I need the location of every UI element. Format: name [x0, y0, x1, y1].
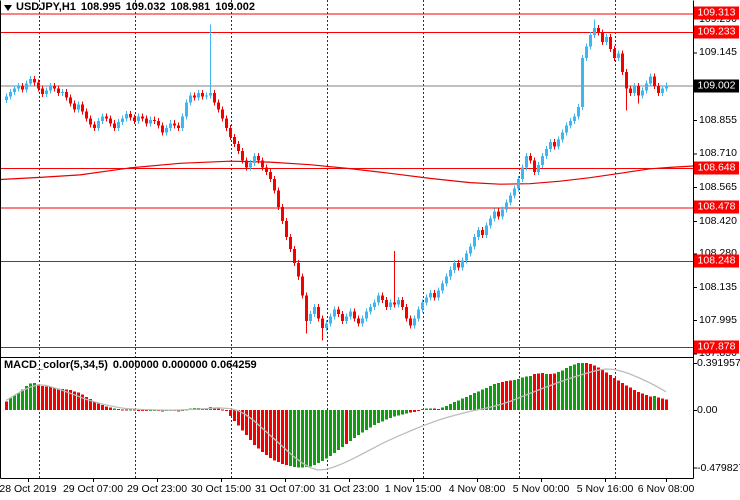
moving-average-line: [0, 160, 694, 185]
time-axis-label: 28 Oct 2019: [0, 483, 57, 495]
time-axis-label: 1 Nov 15:00: [384, 483, 442, 495]
price-tick-label: 108.855: [699, 113, 737, 126]
price-level-badge: 108.478: [694, 200, 739, 214]
time-axis-label: 4 Nov 08:00: [448, 483, 506, 495]
ohlc-open: 108.995: [80, 1, 121, 13]
indicator-values: 0.000000 0.000000 0.064259: [112, 359, 257, 371]
time-axis-label: 31 Oct 23:00: [318, 483, 380, 495]
current-price-badge: 109.002: [694, 79, 739, 93]
price-tick-label: 108.565: [699, 181, 737, 194]
time-axis-label: 29 Oct 07:00: [62, 483, 124, 495]
price-tick-label: 108.420: [699, 214, 737, 227]
time-axis-label: 6 Nov 08:00: [637, 483, 695, 495]
price-level-lines: [0, 13, 693, 348]
price-tick-label: 108.135: [699, 281, 737, 294]
macd-tick-label: 0.00: [697, 404, 718, 416]
symbol-period-label: USDJPY,H1: [16, 1, 76, 13]
indicator-name: MACD_color(5,34,5): [4, 359, 108, 371]
indicator-label: MACD_color(5,34,5) 0.000000 0.000000 0.06…: [4, 359, 262, 371]
time-axis-label: 5 Nov 16:00: [576, 483, 634, 495]
macd-histogram-layer: [5, 362, 668, 468]
symbol-dropdown-icon[interactable]: [4, 5, 12, 11]
price-level-badge: 108.648: [694, 161, 739, 175]
candles-layer: [5, 19, 668, 341]
price-tick-label: 107.995: [699, 313, 737, 326]
price-tick-label: 108.710: [699, 147, 737, 160]
panel-frames: [0, 0, 694, 479]
time-axis-label: 31 Oct 07:00: [254, 483, 316, 495]
time-axis-label: 5 Nov 00:00: [512, 483, 570, 495]
chart-title: USDJPY,H1 108.995 109.032 108.981 109.002: [4, 1, 260, 13]
price-tick-label: 109.145: [699, 46, 737, 59]
axis-tick-marks: [28, 18, 697, 482]
price-level-badge: 107.878: [694, 340, 739, 354]
ohlc-close: 109.002: [215, 1, 255, 13]
time-axis-label: 29 Oct 23:00: [126, 483, 188, 495]
macd-signal-line: [5, 368, 667, 471]
macd-tick-label: -0.479827: [697, 461, 740, 474]
ohlc-low: 108.981: [170, 1, 211, 13]
price-level-badge: 109.313: [694, 6, 739, 20]
price-level-badge: 109.233: [694, 25, 739, 39]
macd-tick-label: 0.391957: [697, 356, 740, 369]
price-level-badge: 108.248: [694, 254, 739, 268]
ohlc-high: 109.032: [125, 1, 166, 13]
time-axis-label: 30 Oct 15:00: [190, 483, 252, 495]
